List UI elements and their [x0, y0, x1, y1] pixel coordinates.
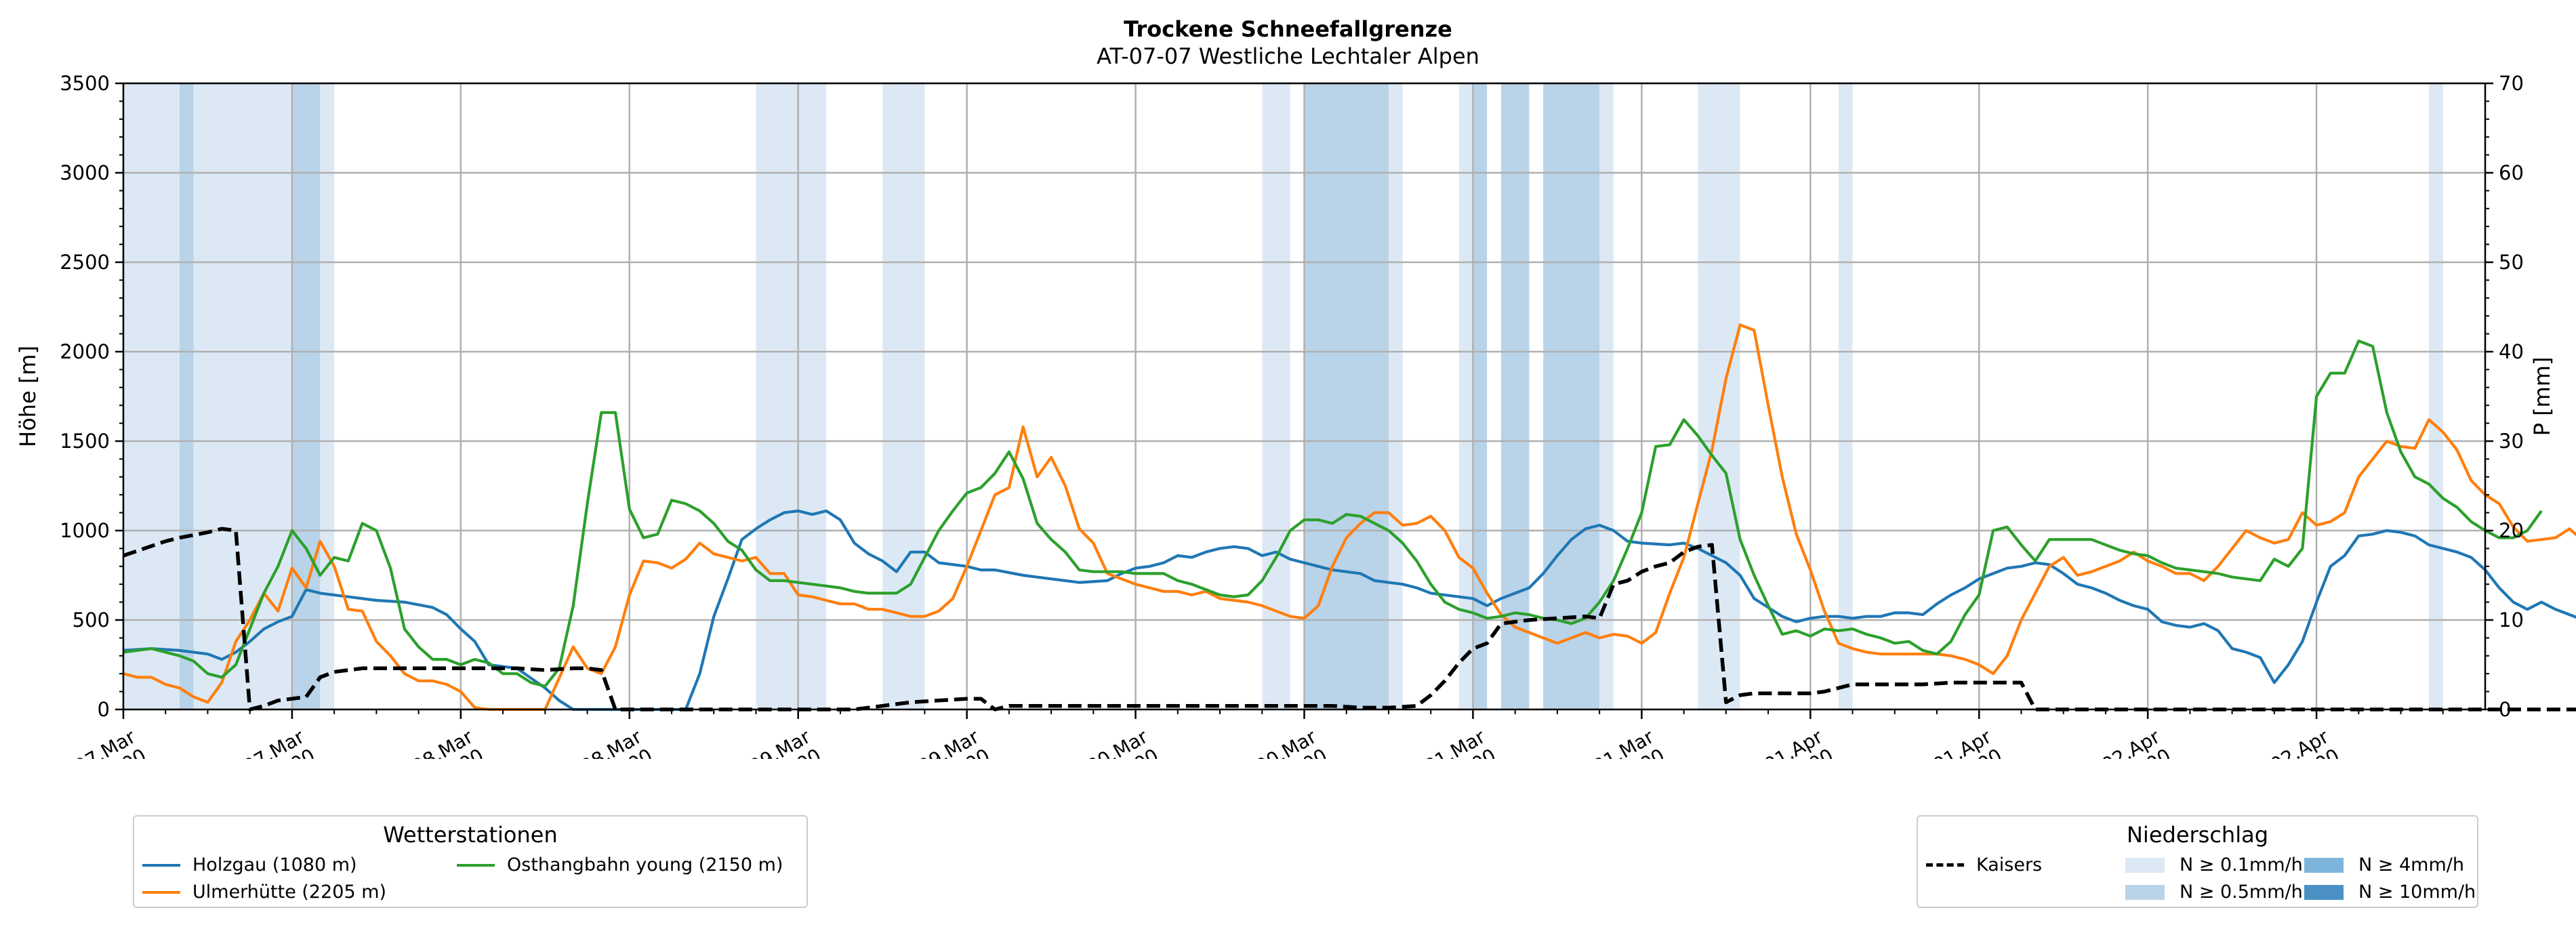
holzgau-swatch — [142, 863, 180, 867]
level-1-swatch — [2125, 884, 2165, 900]
precip-band — [1838, 83, 1853, 709]
x-tick-label: 02.Apr00:00 — [2098, 725, 2175, 759]
x-tick-label: 02.Apr12:00 — [2267, 725, 2344, 759]
legend-label-holzgau: Holzgau (1080 m) — [192, 854, 357, 875]
x-tick-label: 01.Apr12:00 — [1929, 725, 2006, 759]
x-tick-label: 31.Mar00:00 — [1420, 725, 1500, 759]
y2-tick-label: 60 — [2499, 161, 2524, 184]
level-0-swatch — [2125, 857, 2165, 873]
y-tick-label: 2000 — [60, 340, 110, 363]
x-tick-label: 29.Mar12:00 — [914, 725, 994, 759]
series-line-kaisers — [123, 527, 2576, 711]
ulmerhuette-swatch — [142, 890, 180, 894]
y2-tick-label: 50 — [2499, 251, 2524, 274]
legend-entry-level-3: N ≥ 10mm/h — [2304, 882, 2476, 903]
y-tick-label: 500 — [73, 608, 110, 632]
precip-band — [193, 83, 292, 709]
snowline-chart: 0 500 1000 1500 2000 2500 3000 3500 0 10 20 30 40 50 6… — [15, 72, 2576, 759]
y2-axis-label: P [mm] — [2529, 357, 2555, 436]
precip-legend: Niederschlag Kaisers N ≥ 0.1mm/h N ≥ 0.5… — [1917, 815, 2478, 908]
y-tick-label: 3000 — [60, 161, 110, 184]
y-tick-label: 2500 — [60, 251, 110, 274]
x-tick-label: 27.Mar00:00 — [71, 725, 150, 759]
precip-band — [1599, 83, 1614, 709]
y-tick-label: 3500 — [60, 72, 110, 95]
chart-subtitle: AT-07-07 Westliche Lechtaler Alpen — [1097, 43, 1479, 69]
legend-label-ulmerhuette: Ulmerhütte (2205 m) — [192, 882, 387, 903]
y2-tick-label: 30 — [2499, 430, 2524, 453]
precip-band — [1388, 83, 1403, 709]
precip-band — [1262, 83, 1290, 709]
x-tick-label: 27.Mar12:00 — [240, 725, 319, 759]
series-line-holzgau — [123, 509, 2576, 711]
y2-tick-label: 0 — [2499, 698, 2511, 721]
precip-band — [320, 83, 335, 709]
level-3-swatch — [2304, 884, 2344, 900]
y-axis-label: Höhe [m] — [15, 346, 41, 447]
level-2-swatch — [2304, 857, 2344, 873]
y2-tick-label: 20 — [2499, 519, 2524, 542]
y2-tick-label: 10 — [2499, 608, 2524, 632]
precip-band — [2429, 83, 2443, 709]
y2-tick-label: 40 — [2499, 340, 2524, 363]
legend-label-osthangbahn: Osthangbahn young (2150 m) — [507, 854, 783, 875]
precip-band — [1698, 83, 1740, 709]
legend-entry-holzgau: Holzgau (1080 m) — [142, 854, 357, 875]
y-tick-label: 0 — [98, 698, 110, 721]
legend-label-level-2: N ≥ 4mm/h — [2358, 854, 2464, 875]
legend-label-level-0: N ≥ 0.1mm/h — [2180, 854, 2303, 875]
precip-band — [179, 83, 194, 709]
stations-legend: Wetterstationen Holzgau (1080 m) Ulmerhü… — [133, 815, 808, 908]
x-tick-label: 30.Mar12:00 — [1252, 725, 1331, 759]
x-tick-label: 01.Apr00:00 — [1761, 725, 1837, 759]
legend-entry-kaisers: Kaisers — [1926, 854, 2042, 875]
kaisers-swatch — [1926, 863, 1964, 867]
stations-legend-title: Wetterstationen — [383, 822, 558, 848]
precip-band — [1473, 83, 1488, 709]
x-tick-label: 28.Mar12:00 — [577, 725, 656, 759]
x-tick-label: 30.Mar00:00 — [1083, 725, 1162, 759]
series-line-osthangbahn — [123, 339, 2543, 688]
x-tick-label: 28.Mar00:00 — [409, 725, 488, 759]
precip-band — [123, 83, 180, 709]
precip-legend-title: Niederschlag — [2126, 822, 2269, 848]
precip-band — [1304, 83, 1389, 709]
y2-tick-label: 70 — [2499, 72, 2524, 95]
y-tick-label: 1500 — [60, 430, 110, 453]
precip-band — [1543, 83, 1600, 709]
series-line-ulmerhtte — [123, 323, 2576, 711]
x-tick-label: 31.Mar12:00 — [1589, 725, 1669, 759]
legend-entry-level-1: N ≥ 0.5mm/h — [2125, 882, 2303, 903]
precip-band — [1458, 83, 1473, 709]
precip-band — [1500, 83, 1530, 709]
legend-label-level-3: N ≥ 10mm/h — [2358, 882, 2476, 903]
chart-title: Trockene Schneefallgrenze — [1124, 16, 1452, 42]
osthangbahn-swatch — [457, 863, 495, 867]
legend-entry-level-0: N ≥ 0.1mm/h — [2125, 854, 2303, 875]
legend-entry-level-2: N ≥ 4mm/h — [2304, 854, 2464, 875]
legend-label-level-1: N ≥ 0.5mm/h — [2180, 882, 2303, 903]
legend-label-kaisers: Kaisers — [1976, 854, 2043, 875]
precip-band — [882, 83, 925, 709]
precip-band — [756, 83, 827, 709]
y-tick-label: 1000 — [60, 519, 110, 542]
precip-band — [291, 83, 321, 709]
legend-entry-osthangbahn: Osthangbahn young (2150 m) — [457, 854, 783, 875]
x-tick-label: 29.Mar00:00 — [745, 725, 825, 759]
legend-entry-ulmerhuette: Ulmerhütte (2205 m) — [142, 882, 386, 903]
